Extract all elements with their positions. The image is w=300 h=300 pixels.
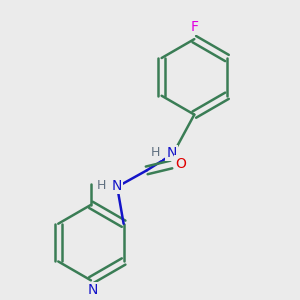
Text: N: N [111,179,122,193]
Text: H: H [97,179,106,192]
Text: N: N [87,283,98,297]
Text: F: F [190,20,198,34]
Text: H: H [151,146,160,159]
Text: N: N [166,146,176,160]
Text: O: O [176,157,187,171]
